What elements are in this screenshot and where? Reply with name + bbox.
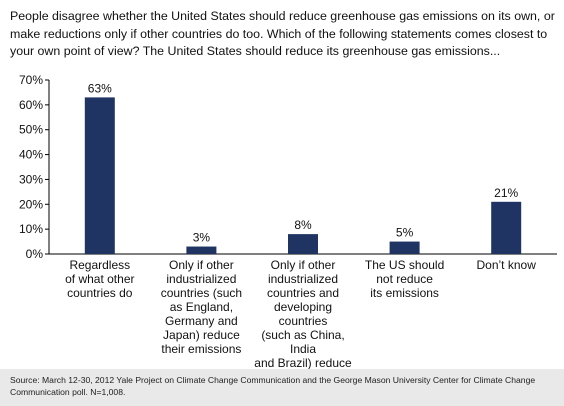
chart-question: People disagree whether the United State… [10,9,555,58]
source-footer: Source: March 12-30, 2012 Yale Project o… [0,369,564,406]
bar [389,241,420,254]
y-tick-label: 70% [19,73,43,87]
y-tick-label: 0% [26,247,44,261]
y-tick-label: 20% [19,197,43,211]
bar-chart: 0% 10% 20% 30% 40% 50% 60% 70% 63% 3% 8% 5% 21% [19,73,557,261]
x-category-label: Don’t know [476,258,536,272]
bar [84,97,115,255]
bar [186,246,217,254]
y-tick-label: 10% [19,222,43,236]
x-category-label: The US should not reduce its emissions [364,258,445,300]
bar-value-label: 8% [294,218,312,232]
bar-value-label: 63% [88,81,112,95]
bar [491,201,522,254]
x-category-label: Regardless of what other countries do [65,258,135,300]
x-category-label: Only if other industrialized countries a… [254,258,352,384]
y-tick-label: 40% [19,148,43,162]
bar [288,234,318,254]
source-note: Source: March 12-30, 2012 Yale Project o… [10,375,536,397]
bar-value-label: 21% [494,186,518,200]
bar-value-label: 3% [193,231,211,245]
bar-value-label: 5% [396,226,414,240]
x-category-label: Only if other industrialized countries (… [160,258,243,356]
y-tick-label: 50% [19,123,43,137]
y-tick-label: 30% [19,172,43,186]
y-tick-label: 60% [19,98,43,112]
